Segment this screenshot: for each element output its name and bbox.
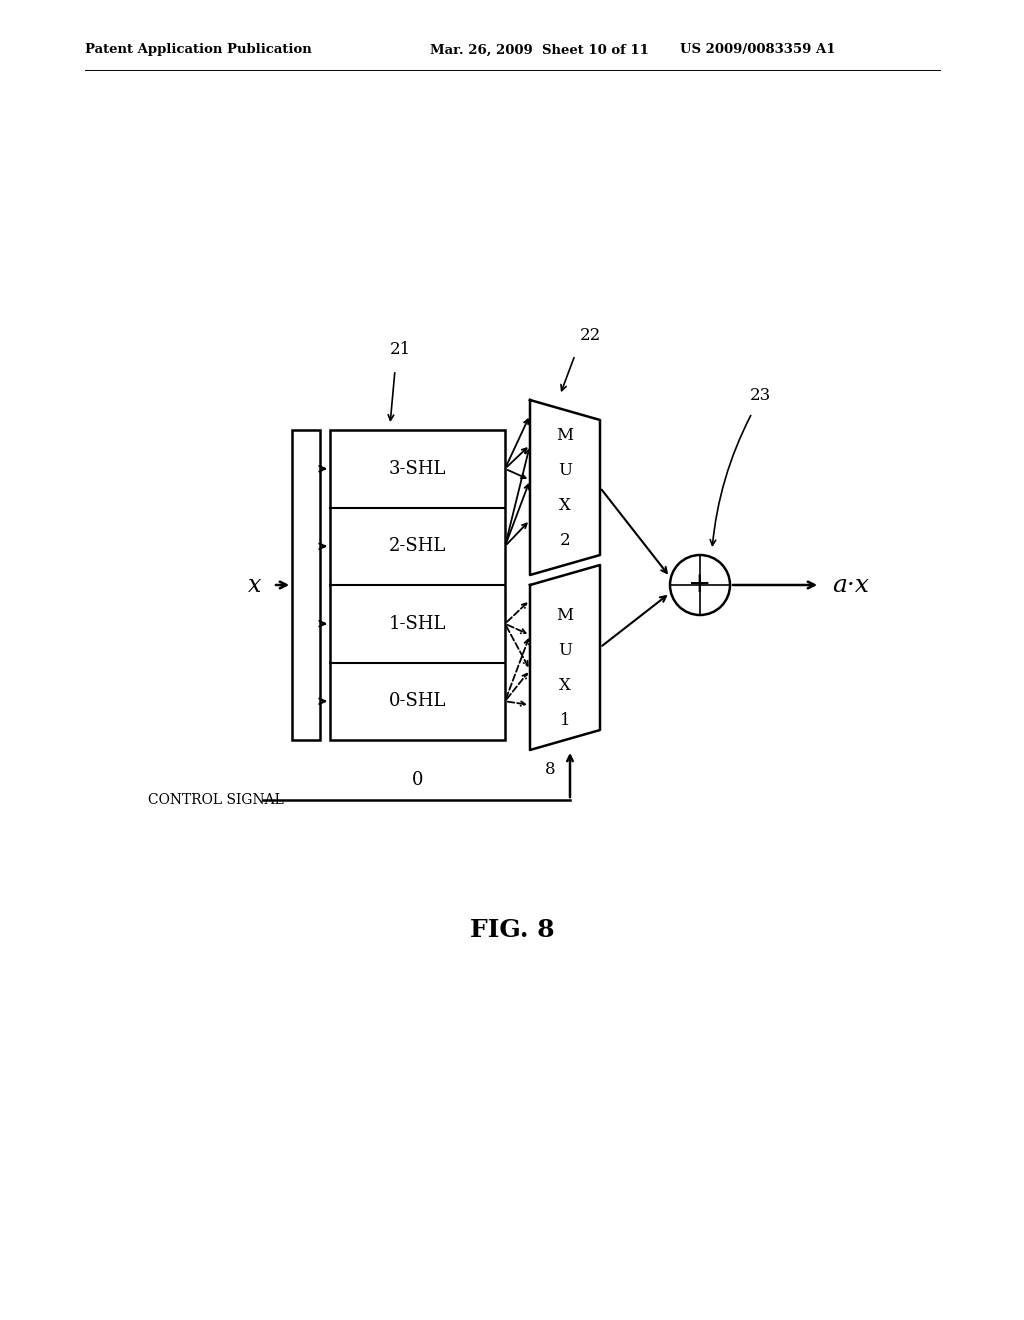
Polygon shape (530, 400, 600, 576)
Text: US 2009/0083359 A1: US 2009/0083359 A1 (680, 44, 836, 57)
Text: M: M (556, 607, 573, 624)
Bar (330, 430, 505, 741)
Text: U: U (558, 462, 572, 479)
Text: 21: 21 (389, 342, 411, 359)
Text: CONTROL SIGNAL: CONTROL SIGNAL (148, 793, 284, 807)
Text: X: X (559, 677, 571, 694)
Text: U: U (558, 642, 572, 659)
Text: M: M (556, 426, 573, 444)
Text: 8: 8 (545, 762, 555, 779)
Circle shape (670, 554, 730, 615)
Text: 1-SHL: 1-SHL (389, 615, 446, 632)
Polygon shape (530, 565, 600, 750)
Text: 0: 0 (412, 771, 423, 789)
Text: Patent Application Publication: Patent Application Publication (85, 44, 311, 57)
Text: 23: 23 (750, 387, 771, 404)
Text: 2-SHL: 2-SHL (389, 537, 446, 556)
Text: 3-SHL: 3-SHL (389, 459, 446, 478)
Text: 0-SHL: 0-SHL (389, 692, 446, 710)
Text: 1: 1 (560, 711, 570, 729)
Bar (292, 430, 319, 741)
Text: x: x (248, 573, 262, 597)
Text: a·x: a·x (831, 573, 869, 597)
Text: FIG. 8: FIG. 8 (470, 917, 554, 942)
Text: Mar. 26, 2009  Sheet 10 of 11: Mar. 26, 2009 Sheet 10 of 11 (430, 44, 649, 57)
Text: +: + (688, 572, 712, 598)
Text: 2: 2 (560, 532, 570, 549)
Text: X: X (559, 498, 571, 513)
Text: 22: 22 (580, 326, 601, 343)
